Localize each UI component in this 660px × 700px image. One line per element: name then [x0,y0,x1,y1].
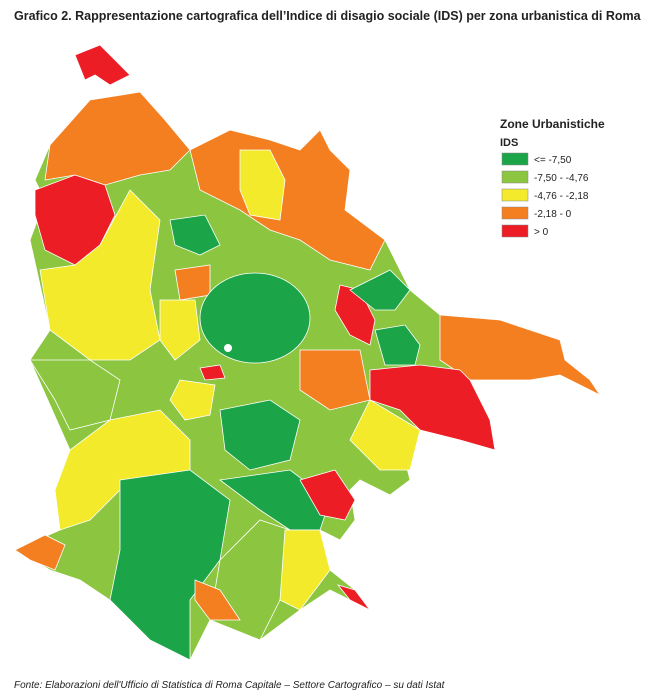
title: Grafico 2. Rappresentazione cartografica… [14,9,642,23]
zone [39,189,161,361]
legend-swatch [501,188,529,202]
zone [219,399,301,471]
zone [109,469,231,661]
legend-label: -4,76 - -2,18 [534,191,589,202]
zone [336,584,371,611]
zone [199,364,226,381]
zone [299,349,371,411]
zone [14,534,66,571]
legend: Zone Urbanistiche IDS <= -7,50 -7,50 - -4… [500,117,605,238]
legend-label: -7,50 - -4,76 [534,173,589,184]
zone [374,324,421,366]
source-note: Fonte: Elaborazioni dell'Ufficio di Stat… [14,680,446,691]
legend-title: Zone Urbanistiche [500,117,605,131]
zone [44,91,191,186]
zone [349,269,411,311]
legend-label: <= -7,50 [534,155,572,166]
legend-swatch [501,224,529,238]
zone [189,129,386,271]
zone [194,579,241,621]
zone [299,469,356,521]
zone [169,214,221,256]
map [14,44,602,661]
zone [369,364,496,451]
zone [174,264,211,301]
zone [159,299,201,361]
legend-swatch [501,152,529,166]
legend-swatch [501,170,529,184]
river-bend [224,344,232,352]
zone [239,149,286,221]
zone [279,529,331,611]
legend-label: > 0 [534,227,549,238]
zone [169,379,216,421]
zone [349,399,421,471]
zone [199,272,311,364]
legend-label: -2,18 - 0 [534,209,572,220]
legend-swatch [501,206,529,220]
zone [74,44,131,86]
legend-subtitle: IDS [500,137,518,149]
